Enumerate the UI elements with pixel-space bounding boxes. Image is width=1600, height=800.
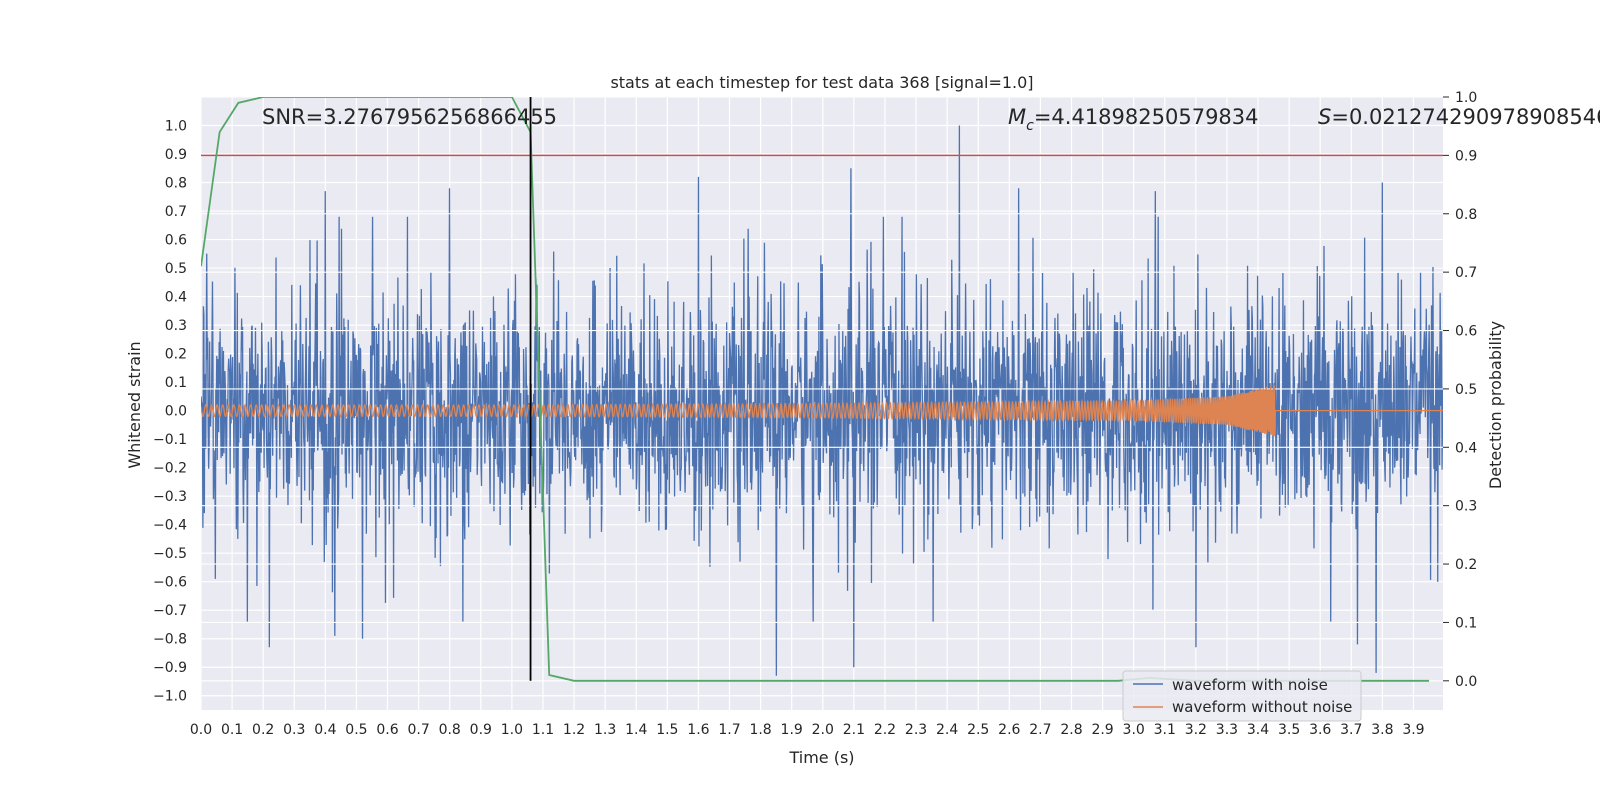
x-axis-ticks: 0.0 0.1 0.2 0.3 0.4 0.5 0.6 0.7 0.8 0.9 1.0 1.1 1.2 1… (190, 722, 1425, 738)
y-axis-label-left: Whitened strain (125, 341, 144, 468)
x-axis-label: Time (s) (788, 748, 854, 767)
x-tick-label: 0.7 (407, 722, 429, 738)
snr-annotation: SNR=3.2767956256866455 (262, 105, 557, 129)
y-tick-label-right: 0.1 (1455, 615, 1477, 631)
y-tick-label-left: −0.1 (153, 432, 187, 448)
y-tick-label-right: 0.0 (1455, 674, 1477, 690)
x-tick-label: 1.7 (718, 722, 740, 738)
x-tick-label: 1.0 (501, 722, 523, 738)
x-tick-label: 1.8 (749, 722, 771, 738)
legend-box (1122, 670, 1362, 722)
y-tick-label-left: −1.0 (153, 689, 187, 705)
right-axis-ticks: 1.0 0.9 0.8 0.7 0.6 0.5 0.4 0.3 0.2 0.1 0.0 (1443, 90, 1477, 690)
x-tick-label: 2.5 (967, 722, 989, 738)
x-tick-label: 3.3 (1216, 722, 1238, 738)
y-tick-label-left: 0.8 (165, 176, 187, 192)
x-tick-label: 1.5 (656, 722, 678, 738)
x-tick-label: 1.3 (594, 722, 616, 738)
y-tick-label-right: 0.7 (1455, 265, 1477, 281)
y-tick-label-left: −0.5 (153, 546, 187, 562)
x-tick-label: 0.5 (345, 722, 367, 738)
y-tick-label-right: 0.9 (1455, 148, 1477, 164)
x-tick-label: 0.9 (470, 722, 492, 738)
s-value: =0.021274290978908546 (1331, 105, 1600, 129)
legend-label-clean: waveform without noise (1172, 698, 1352, 716)
y-tick-label-left: 0.0 (165, 404, 187, 420)
x-tick-label: 2.6 (998, 722, 1020, 738)
x-tick-label: 2.7 (1029, 722, 1051, 738)
x-tick-label: 3.1 (1154, 722, 1176, 738)
s-symbol: S (1318, 105, 1331, 129)
x-tick-label: 1.6 (687, 722, 709, 738)
y-tick-label-left: 0.1 (165, 375, 187, 391)
x-tick-label: 0.1 (221, 722, 243, 738)
y-tick-label-left: −0.8 (153, 632, 187, 648)
legend: waveform with noise waveform without noi… (1122, 670, 1362, 722)
x-tick-label: 0.3 (283, 722, 305, 738)
y-tick-label-right: 0.4 (1455, 440, 1477, 456)
x-tick-label: 0.4 (314, 722, 336, 738)
chirp-mass-symbol: M (1008, 105, 1026, 129)
y-tick-label-right: 0.2 (1455, 557, 1477, 573)
x-tick-label: 0.2 (252, 722, 274, 738)
y-tick-label-right: 0.6 (1455, 324, 1477, 340)
x-tick-label: 2.8 (1060, 722, 1082, 738)
x-tick-label: 1.9 (781, 722, 803, 738)
x-tick-label: 2.1 (843, 722, 865, 738)
x-tick-label: 3.2 (1185, 722, 1207, 738)
x-tick-label: 2.3 (905, 722, 927, 738)
y-tick-label-left: 1.0 (165, 119, 187, 135)
y-tick-label-right: 0.8 (1455, 207, 1477, 223)
y-tick-label-left: 0.2 (165, 347, 187, 363)
left-axis-ticks: 1.0 0.9 0.8 0.7 0.6 0.5 0.4 0.3 0.2 0.1 0.0 −0.1 −0.… (153, 119, 187, 705)
x-tick-label: 3.4 (1247, 722, 1269, 738)
x-tick-label: 2.2 (874, 722, 896, 738)
y-tick-label-left: −0.4 (153, 518, 187, 534)
y-tick-label-right: 0.3 (1455, 499, 1477, 515)
y-tick-label-left: 0.9 (165, 147, 187, 163)
x-tick-label: 3.7 (1340, 722, 1362, 738)
y-tick-label-left: −0.6 (153, 575, 187, 591)
chirp-mass-subscript: c (1026, 118, 1034, 134)
legend-label-noisy: waveform with noise (1172, 676, 1328, 694)
y-tick-label-left: 0.4 (165, 290, 187, 306)
x-tick-label: 0.8 (439, 722, 461, 738)
y-tick-label-left: −0.3 (153, 489, 187, 505)
x-tick-label: 3.9 (1402, 722, 1424, 738)
y-tick-label-left: 0.3 (165, 318, 187, 334)
y-axis-label-right: Detection probability (1486, 321, 1505, 489)
series-waveform-without-noise (201, 385, 1443, 437)
x-tick-label: 1.2 (563, 722, 585, 738)
x-tick-label: 0.0 (190, 722, 212, 738)
y-tick-label-right: 0.5 (1455, 382, 1477, 398)
x-tick-label: 0.6 (376, 722, 398, 738)
x-tick-label: 3.0 (1123, 722, 1145, 738)
y-tick-label-right: 1.0 (1455, 90, 1477, 106)
x-tick-label: 1.1 (532, 722, 554, 738)
x-tick-label: 2.4 (936, 722, 958, 738)
chirp-mass-annotation: Mc=4.41898250579834 (1008, 105, 1259, 134)
y-tick-label-left: 0.6 (165, 233, 187, 249)
chirp-mass-value: =4.41898250579834 (1034, 105, 1259, 129)
y-tick-label-left: −0.7 (153, 603, 187, 619)
y-tick-label-left: −0.9 (153, 660, 187, 676)
x-tick-label: 1.4 (625, 722, 647, 738)
x-tick-label: 3.5 (1278, 722, 1300, 738)
x-tick-label: 3.6 (1309, 722, 1331, 738)
x-tick-label: 2.9 (1091, 722, 1113, 738)
chart-title: stats at each timestep for test data 368… (610, 73, 1033, 92)
y-tick-label-left: −0.2 (153, 461, 187, 477)
x-tick-label: 2.0 (812, 722, 834, 738)
s-annotation: S=0.021274290978908546 (1318, 105, 1600, 129)
x-tick-label: 3.8 (1371, 722, 1393, 738)
y-tick-label-left: 0.5 (165, 261, 187, 277)
y-tick-label-left: 0.7 (165, 204, 187, 220)
